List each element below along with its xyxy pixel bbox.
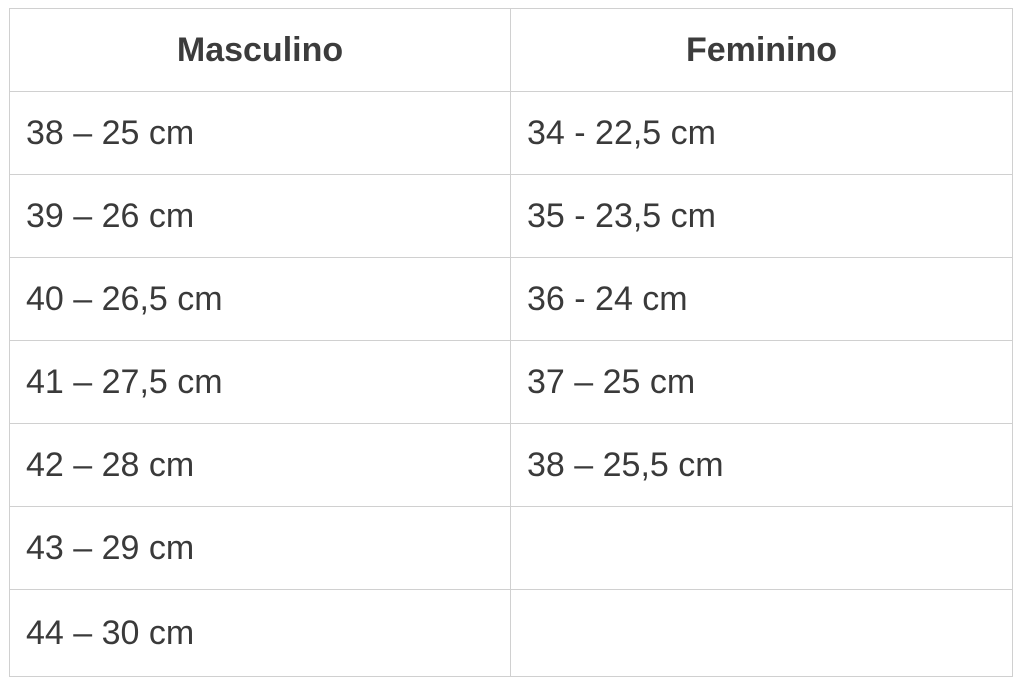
cell-masculino: 41 – 27,5 cm bbox=[9, 340, 511, 424]
cell-feminino: 37 – 25 cm bbox=[510, 340, 1013, 424]
table-row: 43 – 29 cm bbox=[9, 506, 1013, 590]
cell-masculino: 40 – 26,5 cm bbox=[9, 257, 511, 341]
cell-masculino: 42 – 28 cm bbox=[9, 423, 511, 507]
cell-feminino: 38 – 25,5 cm bbox=[510, 423, 1013, 507]
cell-feminino bbox=[510, 589, 1013, 677]
cell-feminino: 35 - 23,5 cm bbox=[510, 174, 1013, 258]
table-row: 39 – 26 cm 35 - 23,5 cm bbox=[9, 174, 1013, 258]
cell-masculino: 39 – 26 cm bbox=[9, 174, 511, 258]
table-row: 41 – 27,5 cm 37 – 25 cm bbox=[9, 340, 1013, 424]
cell-feminino bbox=[510, 506, 1013, 590]
cell-masculino: 44 – 30 cm bbox=[9, 589, 511, 677]
table-row: 42 – 28 cm 38 – 25,5 cm bbox=[9, 423, 1013, 507]
header-feminino: Feminino bbox=[510, 8, 1013, 92]
table-row: 44 – 30 cm bbox=[9, 589, 1013, 677]
size-table: Masculino Feminino 38 – 25 cm 34 - 22,5 … bbox=[9, 8, 1013, 677]
table-row: 40 – 26,5 cm 36 - 24 cm bbox=[9, 257, 1013, 341]
header-row: Masculino Feminino bbox=[9, 8, 1013, 92]
header-masculino: Masculino bbox=[9, 8, 511, 92]
cell-masculino: 43 – 29 cm bbox=[9, 506, 511, 590]
table-row: 38 – 25 cm 34 - 22,5 cm bbox=[9, 91, 1013, 175]
cell-feminino: 36 - 24 cm bbox=[510, 257, 1013, 341]
cell-feminino: 34 - 22,5 cm bbox=[510, 91, 1013, 175]
cell-masculino: 38 – 25 cm bbox=[9, 91, 511, 175]
